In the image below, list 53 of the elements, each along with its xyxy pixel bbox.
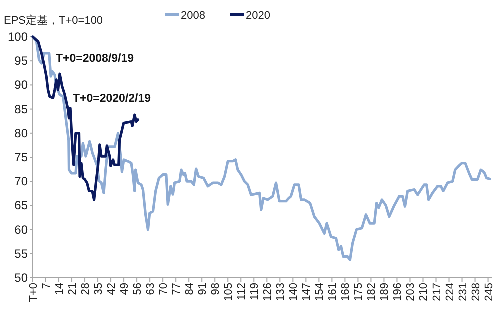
y-tick-label: 100	[8, 30, 28, 44]
y-tick-label: 80	[14, 126, 28, 140]
x-tick-label: 35	[93, 283, 106, 296]
x-tick-label: 196	[392, 283, 404, 302]
x-tick-label: 175	[353, 283, 366, 302]
line-series	[32, 36, 492, 262]
x-tick-label: 182	[366, 283, 378, 302]
x-tick-label: 210	[418, 283, 430, 302]
x-tick-label: 126	[262, 283, 274, 302]
annotation: T+0=2008/9/19	[56, 53, 134, 65]
x-tick-label: 217	[431, 283, 444, 302]
y-tick-label: 55	[14, 246, 28, 261]
x-tick-label: 189	[379, 283, 392, 302]
x-tick-label: 168	[340, 283, 352, 302]
y-axis-title: EPS定基，T+0=100	[4, 14, 104, 27]
x-tick-label: 91	[197, 283, 210, 296]
x-tick-label: 238	[470, 283, 482, 302]
annotation: T+0=2020/2/19	[73, 93, 152, 105]
y-tick-label: 65	[14, 198, 28, 213]
y-tick-label: 85	[14, 102, 28, 116]
legend-label: 2008	[181, 10, 206, 22]
x-tick-label: 49	[119, 283, 132, 296]
y-tick-label: 60	[14, 222, 28, 237]
legend-label: 2020	[246, 10, 270, 22]
x-tick-label: 77	[171, 283, 184, 296]
x-tick-label: 56	[132, 283, 144, 296]
x-tick-label: 119	[249, 283, 262, 301]
x-tick-label: 14	[54, 283, 66, 296]
x-tick-label: 154	[314, 283, 326, 302]
x-tick-label: 224	[444, 283, 456, 302]
x-tick-label: 245	[483, 283, 496, 302]
x-tick-label: 203	[405, 283, 418, 302]
x-tick-label: 231	[457, 283, 470, 302]
x-tick-label: 112	[236, 283, 248, 301]
x-tick-label: 105	[223, 283, 236, 302]
x-tick-label: T+0	[28, 283, 40, 302]
x-tick-label: 28	[80, 283, 92, 296]
y-tick-label: 90	[14, 78, 28, 92]
x-tick-label: 21	[67, 283, 80, 296]
x-tick-label: 140	[288, 283, 300, 302]
x-tick-label: 63	[145, 283, 158, 296]
x-tick-label: 133	[275, 283, 288, 302]
y-tick-label: 75	[14, 150, 28, 164]
x-tick-label: 84	[184, 283, 196, 296]
x-tick-label: 70	[158, 283, 170, 296]
x-tick-label: 42	[106, 283, 118, 296]
y-tick-label: 70	[14, 174, 28, 189]
x-tick-label: 161	[327, 283, 340, 302]
x-tick-label: 98	[210, 283, 222, 296]
y-tick-label: 95	[14, 54, 28, 68]
x-tick-label: 147	[301, 283, 314, 302]
y-tick-label: 50	[14, 271, 28, 285]
x-tick-label: 7	[41, 283, 54, 290]
